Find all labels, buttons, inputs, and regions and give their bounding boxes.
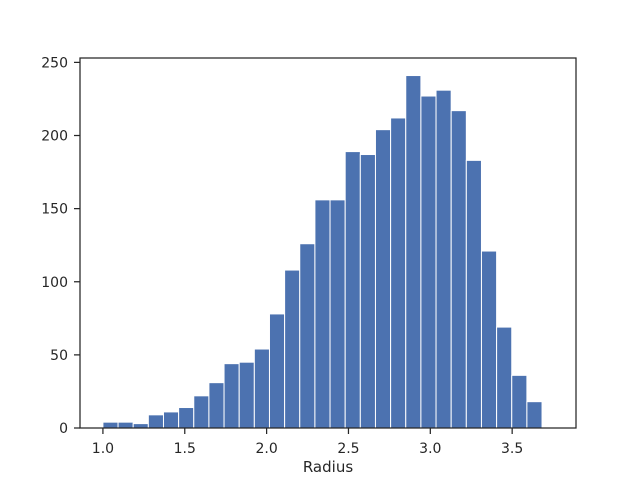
histogram-bar [435, 89, 452, 429]
histogram-bar [480, 250, 498, 429]
histogram-bar [284, 269, 301, 429]
y-tick-label: 150 [41, 202, 68, 218]
y-tick-label: 200 [41, 129, 68, 145]
x-tick-label: 1.0 [92, 441, 114, 457]
histogram-bars [102, 75, 543, 429]
histogram-bar [511, 374, 528, 429]
histogram-bar [374, 129, 392, 429]
histogram-bar [147, 414, 164, 429]
histogram-bar [193, 395, 210, 429]
histogram-bar [268, 313, 286, 429]
histogram-bar [314, 199, 331, 429]
x-tick-label: 3.5 [501, 441, 523, 457]
histogram-bar [496, 326, 513, 429]
histogram-bar [526, 401, 543, 429]
histogram-bar [208, 382, 225, 429]
y-tick-label: 100 [41, 275, 68, 291]
histogram-bar [450, 110, 467, 429]
histogram-bar [405, 75, 422, 429]
x-tick-label: 2.5 [337, 441, 359, 457]
histogram-bar [223, 363, 240, 429]
histogram-bar [178, 407, 195, 429]
histogram-bar [102, 421, 119, 429]
histogram-bar [390, 117, 407, 429]
y-tick-label: 50 [50, 348, 68, 364]
y-tick-label: 0 [59, 421, 68, 437]
histogram-bar [465, 159, 482, 429]
x-axis-label: Radius [303, 458, 353, 476]
x-axis-ticks: 1.0 1.5 2.0 2.5 3.0 3.5 [92, 428, 523, 457]
x-tick-label: 1.5 [174, 441, 196, 457]
y-tick-label: 250 [41, 55, 68, 71]
histogram-bar [329, 199, 346, 429]
histogram-bar [132, 423, 149, 429]
histogram-bar [344, 151, 361, 429]
y-axis-ticks: 0 50 100 150 200 250 [41, 55, 80, 437]
histogram-bar [117, 421, 134, 429]
x-tick-label: 2.0 [255, 441, 277, 457]
plot-frame [79, 57, 577, 429]
histogram-bar [253, 348, 270, 429]
histogram-bar [420, 95, 437, 429]
histogram-bar [299, 243, 316, 429]
histogram-bar [359, 154, 376, 429]
x-tick-label: 3.0 [419, 441, 441, 457]
histogram-bar [238, 361, 255, 429]
histogram-bar [162, 411, 180, 429]
